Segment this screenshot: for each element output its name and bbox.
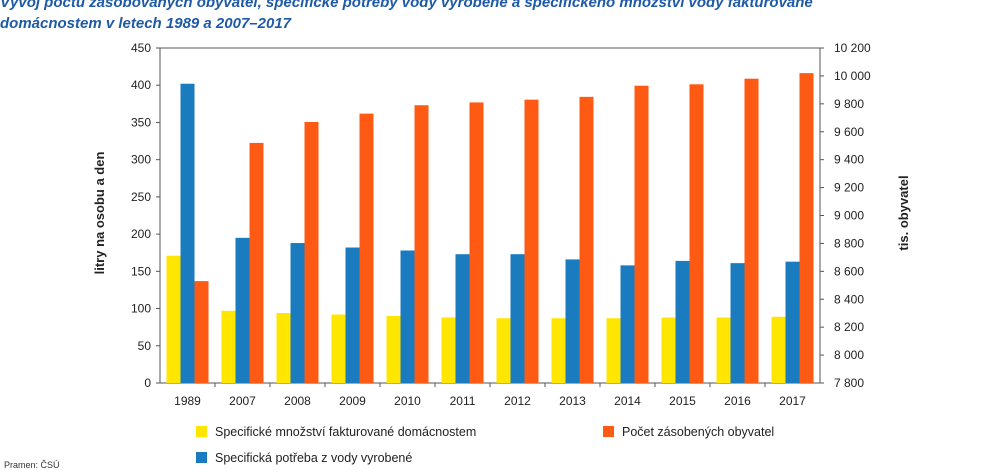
y-axis-right-tick-label: 8 400 bbox=[834, 292, 864, 306]
y-axis-left-tick-label: 300 bbox=[131, 153, 151, 167]
x-axis-tick-label: 2017 bbox=[779, 394, 806, 408]
y-axis-left-tick-label: 250 bbox=[131, 190, 151, 204]
bar-population bbox=[414, 105, 429, 384]
bar-population bbox=[579, 96, 594, 384]
bar-produced bbox=[235, 237, 250, 383]
bar-population bbox=[799, 73, 814, 383]
bar-population bbox=[194, 281, 209, 383]
bar-invoiced bbox=[661, 317, 676, 383]
y-axis-left-tick-label: 400 bbox=[131, 78, 151, 92]
y-axis-right-tick-label: 9 200 bbox=[834, 181, 864, 195]
legend-label: Počet zásobených obyvatel bbox=[622, 425, 774, 439]
bar-produced bbox=[730, 263, 745, 383]
bar-invoiced bbox=[166, 255, 181, 383]
y-axis-right-tick-label: 10 000 bbox=[834, 69, 871, 83]
bar-population bbox=[304, 121, 319, 384]
bar-invoiced bbox=[441, 317, 456, 383]
legend-swatch bbox=[196, 426, 207, 437]
x-axis-tick-label: 2012 bbox=[504, 394, 531, 408]
bar-produced bbox=[675, 260, 690, 383]
chart-title-line-2: domácnostem v letech 1989 a 2007–2017 bbox=[0, 15, 292, 32]
bar-population bbox=[469, 102, 484, 383]
bar-population bbox=[249, 142, 264, 383]
y-axis-right-tick-label: 8 200 bbox=[834, 320, 864, 334]
y-axis-left-tick-label: 450 bbox=[131, 41, 151, 55]
y-axis-right-tick-label: 8 000 bbox=[834, 348, 864, 362]
y-axis-right-tick-label: 9 000 bbox=[834, 209, 864, 223]
y-axis-left-tick-label: 100 bbox=[131, 302, 151, 316]
y-axis-left-tick-label: 200 bbox=[131, 227, 151, 241]
bar-produced bbox=[785, 261, 800, 383]
y-axis-right-title: tis. obyvatel bbox=[896, 175, 911, 250]
x-axis-tick-label: 2010 bbox=[394, 394, 421, 408]
y-axis-right-tick-label: 8 600 bbox=[834, 264, 864, 278]
bar-population bbox=[634, 85, 649, 383]
x-axis-tick-label: 2015 bbox=[669, 394, 696, 408]
bar-invoiced bbox=[716, 317, 731, 383]
y-axis-right-tick-label: 9 400 bbox=[834, 153, 864, 167]
bar-invoiced bbox=[221, 310, 236, 383]
x-axis-tick-label: 2016 bbox=[724, 394, 751, 408]
chart-title-line-1: Vývoj počtu zásobovaných obyvatel, speci… bbox=[0, 0, 813, 11]
bar-population bbox=[689, 84, 704, 384]
y-axis-right-tick-label: 8 800 bbox=[834, 236, 864, 250]
x-axis-tick-label: 2009 bbox=[339, 394, 366, 408]
bar-produced bbox=[180, 83, 195, 383]
bar-produced bbox=[400, 250, 415, 383]
y-axis-left-tick-label: 50 bbox=[138, 339, 152, 353]
y-axis-right-tick-label: 9 600 bbox=[834, 125, 864, 139]
legend-swatch bbox=[196, 452, 207, 463]
bar-produced bbox=[455, 254, 470, 383]
bar-population bbox=[359, 113, 374, 384]
y-axis-right-tick-label: 9 800 bbox=[834, 97, 864, 111]
bar-invoiced bbox=[606, 318, 621, 383]
x-axis-tick-label: 2007 bbox=[229, 394, 256, 408]
x-axis-tick-label: 2014 bbox=[614, 394, 641, 408]
bar-produced bbox=[510, 254, 525, 383]
bar-produced bbox=[565, 259, 580, 383]
source-note: Pramen: ČSÚ bbox=[4, 460, 60, 470]
chart-title: Vývoj počtu zásobovaných obyvatel, speci… bbox=[0, 0, 1000, 34]
bar-population bbox=[524, 99, 539, 383]
x-axis-tick-label: 2008 bbox=[284, 394, 311, 408]
bar-invoiced bbox=[331, 314, 346, 383]
x-axis-tick-label: 2013 bbox=[559, 394, 586, 408]
bar-invoiced bbox=[386, 316, 401, 383]
y-axis-right-tick-label: 10 200 bbox=[834, 41, 871, 55]
bar-invoiced bbox=[771, 316, 786, 383]
legend-swatch bbox=[603, 426, 614, 437]
legend-label: Specifické množství fakturované domácnos… bbox=[215, 425, 476, 439]
y-axis-left-tick-label: 150 bbox=[131, 264, 151, 278]
bar-invoiced bbox=[276, 313, 291, 383]
y-axis-left-tick-label: 350 bbox=[131, 115, 151, 129]
bar-produced bbox=[620, 265, 635, 383]
legend-label: Specifická potřeba z vody vyrobené bbox=[215, 451, 412, 465]
y-axis-left-tick-label: 0 bbox=[144, 376, 151, 390]
bar-produced bbox=[290, 243, 305, 383]
x-axis-tick-label: 2011 bbox=[450, 394, 476, 408]
bar-invoiced bbox=[496, 318, 511, 383]
bar-produced bbox=[345, 247, 360, 383]
x-axis-tick-label: 1989 bbox=[174, 394, 201, 408]
y-axis-left-title: litry na osobu a den bbox=[92, 152, 107, 275]
y-axis-right-tick-label: 7 800 bbox=[834, 376, 864, 390]
bar-population bbox=[744, 78, 759, 383]
bar-invoiced bbox=[551, 318, 566, 383]
